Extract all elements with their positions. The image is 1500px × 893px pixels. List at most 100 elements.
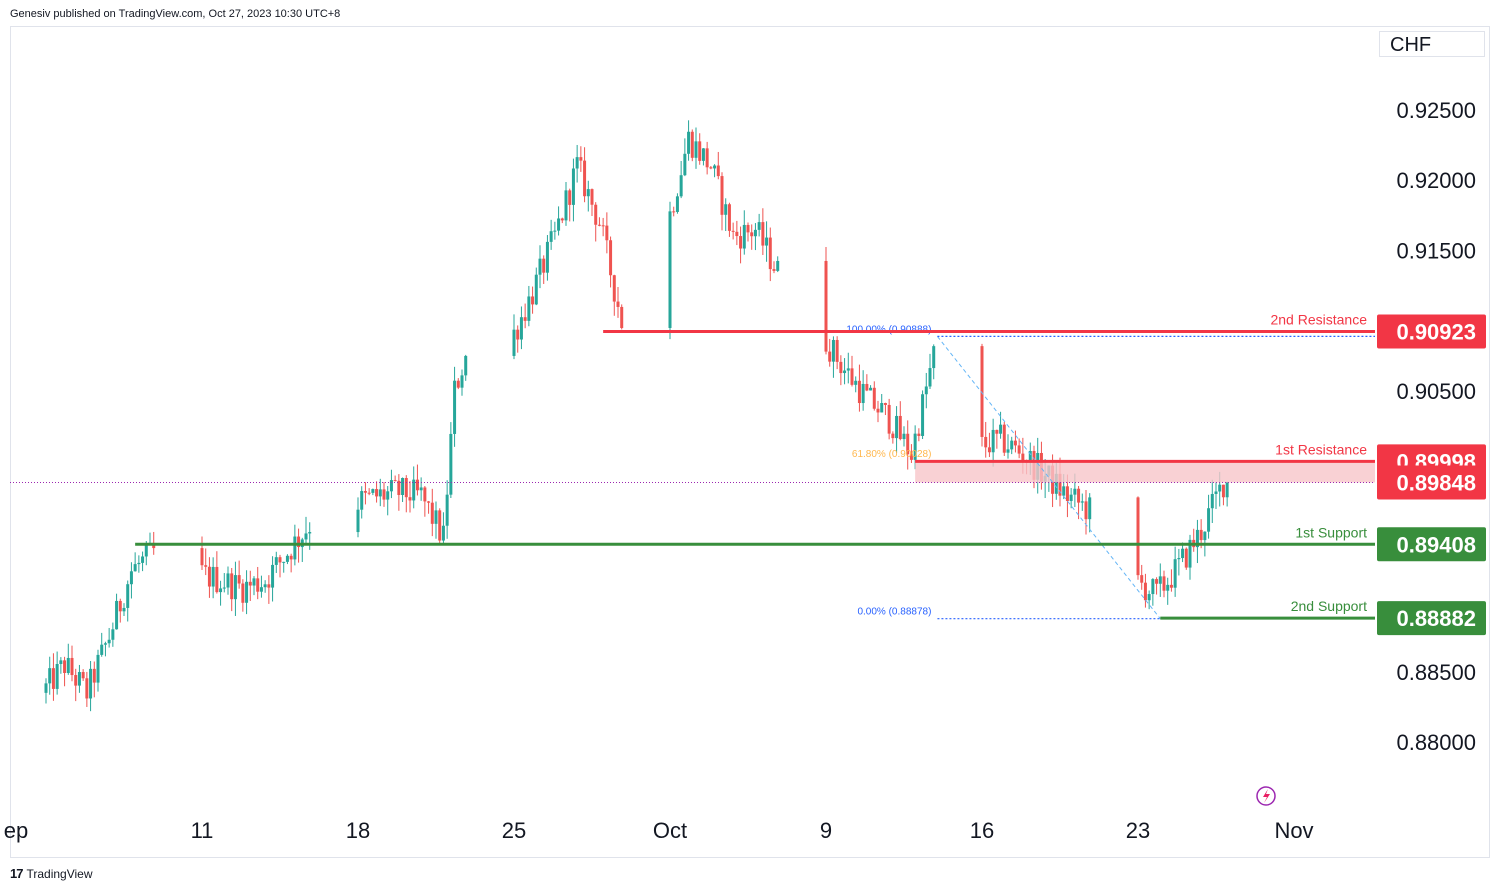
- currency-label[interactable]: CHF: [1379, 31, 1485, 57]
- candle-body: [575, 157, 579, 169]
- candle-body: [516, 329, 520, 340]
- candle-body: [724, 204, 728, 215]
- candle-body: [293, 536, 297, 560]
- candle-body: [363, 491, 367, 493]
- candle-body: [1218, 484, 1222, 492]
- candle-body: [854, 380, 858, 385]
- candle-body: [1013, 440, 1017, 446]
- lightning-bolt-icon: [1263, 789, 1270, 803]
- candle-body: [81, 672, 85, 679]
- candle-body: [419, 487, 423, 491]
- price-tag-box: [1377, 465, 1486, 500]
- candle-body: [389, 480, 393, 492]
- candle-body: [412, 479, 416, 501]
- candle-body: [375, 489, 379, 497]
- candle-body: [865, 383, 869, 391]
- candle-body: [304, 533, 308, 540]
- x-tick-label: 23: [1126, 818, 1150, 843]
- candle-body: [898, 415, 902, 440]
- candle-body: [739, 236, 743, 249]
- candle-body: [1010, 440, 1014, 450]
- candle-body: [267, 584, 271, 588]
- fib-trendline: [937, 336, 1161, 619]
- candle-body: [1017, 445, 1021, 454]
- candle-body: [1077, 488, 1081, 503]
- candle-body: [211, 566, 215, 587]
- y-tick-label: 0.88000: [1396, 730, 1476, 755]
- candle-body: [133, 564, 137, 572]
- candle-body: [984, 436, 988, 448]
- candle-body: [564, 190, 568, 221]
- candle-body: [846, 368, 850, 371]
- candle-body: [1184, 548, 1188, 568]
- candle-body: [1195, 529, 1199, 548]
- candle-body: [1084, 501, 1088, 520]
- candle-body: [92, 668, 96, 683]
- candle-body: [1069, 494, 1073, 502]
- candle-body: [876, 408, 880, 413]
- candle-body: [100, 644, 104, 655]
- candle-body: [423, 487, 427, 502]
- candle-body: [1065, 486, 1069, 502]
- candle-body: [233, 575, 237, 600]
- axis-layer: 0.92500 0.92000 0.91500 0.90500 0.88500 0.880…: [4, 98, 1486, 843]
- x-tick-label: Oct: [653, 818, 687, 843]
- candle-body: [96, 654, 100, 683]
- candle-body: [274, 557, 278, 565]
- candle-body: [909, 454, 913, 460]
- candle-body: [698, 141, 702, 161]
- candle-body: [404, 478, 408, 498]
- candle-body: [869, 387, 873, 391]
- candle-body: [523, 317, 527, 321]
- candle-body: [297, 536, 301, 548]
- fib-level-label: 0.00% (0.88878): [857, 607, 931, 618]
- candle-body: [1002, 424, 1006, 453]
- candle-body: [66, 657, 70, 673]
- candle-body: [1088, 497, 1092, 520]
- candle-body: [430, 502, 434, 524]
- candle-body: [70, 657, 74, 676]
- price-tag-box: [1377, 314, 1486, 349]
- candle-body: [1169, 584, 1173, 588]
- candle-body: [776, 260, 780, 271]
- candle-body: [690, 131, 694, 158]
- candle-body: [913, 433, 917, 460]
- candle-body: [687, 131, 691, 154]
- candle-body: [1058, 473, 1062, 496]
- candle-body: [527, 296, 531, 321]
- footer-brand[interactable]: 17 TradingView: [10, 866, 93, 881]
- candle-body: [241, 583, 245, 603]
- candle-body: [248, 581, 252, 586]
- candle-body: [1006, 449, 1010, 453]
- candle-body: [883, 403, 887, 405]
- candle-body: [727, 204, 731, 231]
- y-tick-label: 0.92000: [1396, 168, 1476, 193]
- candle-body: [857, 380, 861, 404]
- candle-body: [1210, 493, 1214, 509]
- candle-body: [917, 433, 921, 436]
- candle-body: [850, 368, 854, 385]
- candle-body: [48, 668, 52, 684]
- candle-body: [74, 675, 78, 686]
- candle-body: [1021, 453, 1025, 462]
- candle-body: [560, 218, 564, 221]
- candle-body: [1181, 548, 1185, 559]
- candle-body: [200, 548, 204, 566]
- candle-body: [757, 222, 761, 230]
- candle-body: [571, 168, 575, 205]
- candle-body: [828, 351, 832, 362]
- candle-body: [1151, 579, 1155, 595]
- candle-body: [620, 306, 624, 328]
- candle-body: [753, 229, 757, 237]
- level-name: 2nd Resistance: [1270, 311, 1367, 327]
- level-name: 2nd Support: [1291, 598, 1367, 614]
- candle-body: [720, 176, 724, 215]
- candle-body: [568, 190, 572, 205]
- candle-body: [701, 148, 705, 161]
- candle-body: [1155, 579, 1159, 584]
- candle-body: [107, 639, 111, 644]
- candle-body: [1207, 508, 1211, 532]
- candle-body: [278, 557, 282, 563]
- candle-body: [924, 386, 928, 395]
